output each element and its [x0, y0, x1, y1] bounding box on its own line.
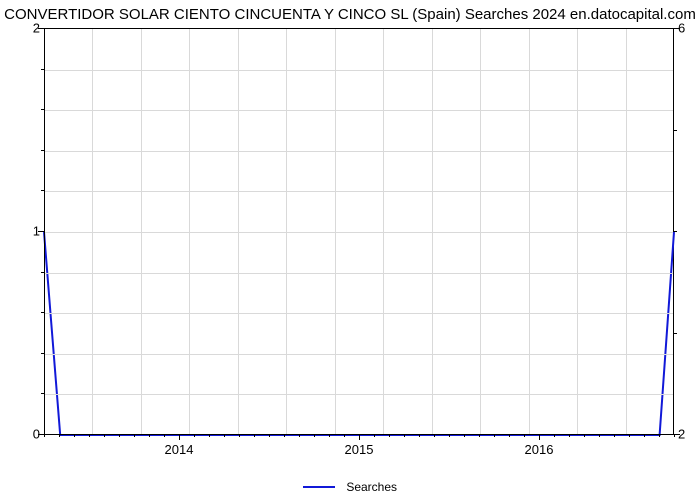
x-tick-minor	[479, 434, 480, 437]
x-tick-minor	[284, 434, 285, 437]
x-tick-minor	[209, 434, 210, 437]
hgrid-line	[44, 110, 673, 111]
x-tick-minor	[374, 434, 375, 437]
y-left-tick-minor	[41, 353, 44, 354]
x-tick-minor	[344, 434, 345, 437]
y-axis-line	[44, 28, 45, 435]
hgrid-line	[44, 394, 673, 395]
legend-label: Searches	[346, 480, 397, 494]
y-left-tick-minor	[41, 28, 44, 29]
hgrid-line	[44, 232, 673, 233]
x-tick-minor	[89, 434, 90, 437]
y-right-tick-minor	[674, 130, 677, 131]
x-tick-label: 2014	[165, 442, 194, 457]
y-left-tick-minor	[41, 312, 44, 313]
y-right-tick-minor	[674, 434, 677, 435]
x-tick-minor	[314, 434, 315, 437]
chart-title: CONVERTIDOR SOLAR CIENTO CINCUENTA Y CIN…	[0, 6, 700, 23]
x-tick-minor	[134, 434, 135, 437]
y-left-tick-label: 0	[33, 427, 40, 442]
x-tick-minor	[509, 434, 510, 437]
hgrid-line	[44, 273, 673, 274]
x-tick-minor	[44, 434, 45, 437]
x-tick-minor	[224, 434, 225, 437]
x-tick-minor	[359, 434, 360, 437]
x-tick-minor	[449, 434, 450, 437]
x-tick-minor	[254, 434, 255, 437]
x-tick-minor	[614, 434, 615, 437]
y-left-tick-label: 2	[33, 21, 40, 36]
hgrid-line	[44, 313, 673, 314]
x-tick-label: 2015	[345, 442, 374, 457]
x-tick-minor	[659, 434, 660, 437]
x-tick-label: 2016	[525, 442, 554, 457]
x-tick-minor	[299, 434, 300, 437]
x-tick-minor	[179, 434, 180, 437]
y-right-tick-label: 2	[678, 427, 685, 442]
y-left-tick-minor	[41, 190, 44, 191]
legend: Searches	[0, 479, 700, 494]
y-left-tick-minor	[41, 272, 44, 273]
hgrid-line	[44, 70, 673, 71]
y-left-tick-minor	[41, 150, 44, 151]
y-left-tick-minor	[41, 434, 44, 435]
x-tick-minor	[599, 434, 600, 437]
x-tick-minor	[419, 434, 420, 437]
x-tick-minor	[524, 434, 525, 437]
x-tick-minor	[539, 434, 540, 437]
legend-swatch	[303, 486, 335, 488]
hgrid-line	[44, 151, 673, 152]
chart-container: CONVERTIDOR SOLAR CIENTO CINCUENTA Y CIN…	[0, 0, 700, 500]
x-tick-minor	[389, 434, 390, 437]
y-left-tick-label: 1	[33, 224, 40, 239]
x-tick-minor	[74, 434, 75, 437]
y-right-tick-minor	[674, 333, 677, 334]
y-right-tick-minor	[674, 28, 677, 29]
x-tick-minor	[239, 434, 240, 437]
plot-area	[44, 28, 674, 434]
x-tick-minor	[329, 434, 330, 437]
x-tick-minor	[434, 434, 435, 437]
x-tick-minor	[644, 434, 645, 437]
x-tick-minor	[569, 434, 570, 437]
x-tick-minor	[59, 434, 60, 437]
y-left-tick-minor	[41, 393, 44, 394]
x-tick-minor	[554, 434, 555, 437]
x-tick-minor	[629, 434, 630, 437]
x-tick-minor	[464, 434, 465, 437]
y-left-tick-minor	[41, 69, 44, 70]
y-right-tick-label: 6	[678, 21, 685, 36]
x-tick-minor	[149, 434, 150, 437]
y-left-tick-minor	[41, 109, 44, 110]
x-tick-minor	[104, 434, 105, 437]
x-tick-minor	[404, 434, 405, 437]
x-tick-minor	[164, 434, 165, 437]
hgrid-line	[44, 354, 673, 355]
x-tick-minor	[194, 434, 195, 437]
hgrid-line	[44, 191, 673, 192]
y-right-tick-minor	[674, 231, 677, 232]
x-tick-minor	[494, 434, 495, 437]
x-tick-minor	[269, 434, 270, 437]
y-left-tick-minor	[41, 231, 44, 232]
x-tick-minor	[119, 434, 120, 437]
x-tick-minor	[584, 434, 585, 437]
